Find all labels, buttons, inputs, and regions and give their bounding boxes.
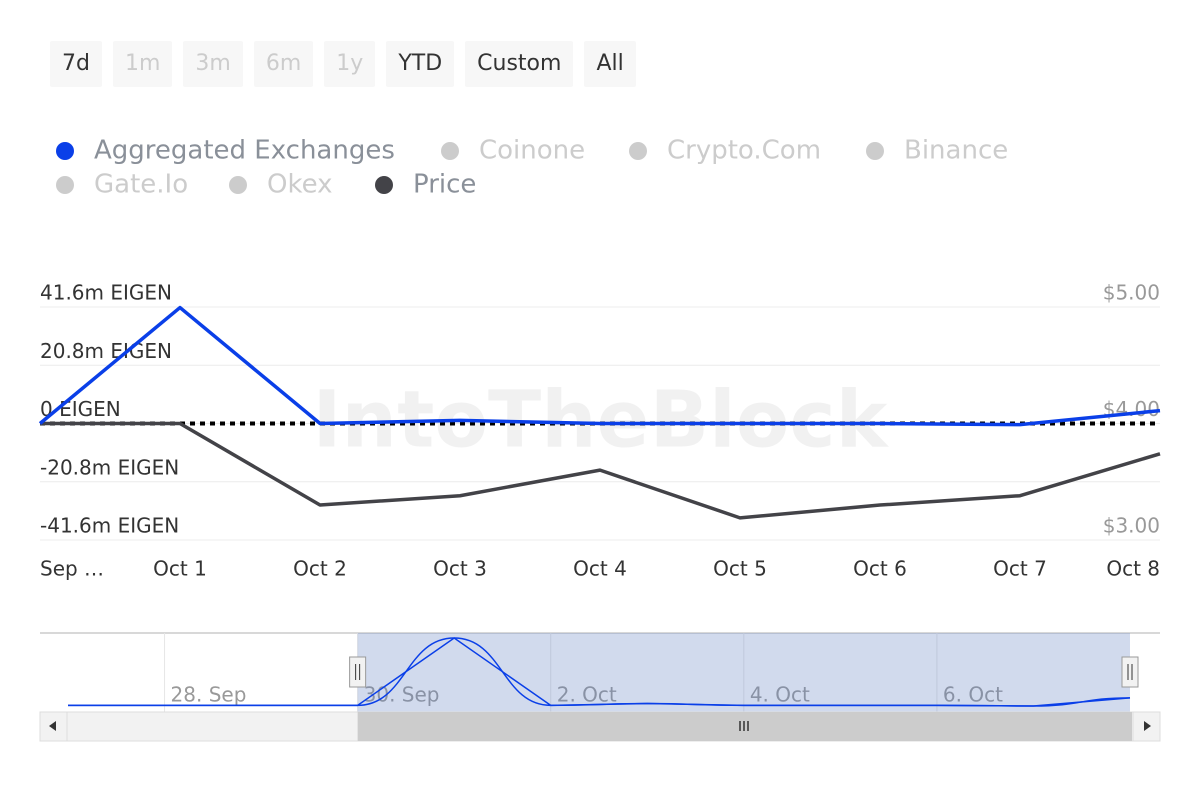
legend-label: Crypto.Com	[667, 136, 821, 166]
range-button[interactable]: All	[584, 41, 636, 87]
legend-item[interactable]: Coinone	[441, 136, 585, 166]
legend-marker	[629, 142, 647, 160]
range-button[interactable]: 7d	[50, 41, 102, 87]
y2-tick-label: $3.00	[1103, 514, 1160, 538]
range-button[interactable]: YTD	[386, 41, 455, 87]
y-tick-label: 20.8m EIGEN	[40, 339, 172, 363]
range-button[interactable]: Custom	[465, 41, 574, 87]
legend-marker	[56, 142, 74, 160]
navigator-label: 28. Sep	[171, 683, 247, 707]
navigator-label: 30. Sep	[364, 683, 440, 707]
legend-marker	[56, 176, 74, 194]
legend-item[interactable]: Crypto.Com	[629, 136, 821, 166]
navigator-smooth-line	[68, 637, 1131, 707]
x-tick-label: Oct 7	[993, 557, 1047, 581]
y2-tick-label: $4.00	[1103, 397, 1160, 421]
range-button: 1y	[324, 41, 376, 87]
legend-marker	[229, 176, 247, 194]
navigator-label: 2. Oct	[557, 683, 617, 707]
navigator-label: 6. Oct	[943, 683, 1003, 707]
legend-marker	[375, 176, 393, 194]
x-tick-label: Oct 6	[853, 557, 907, 581]
legend-label: Aggregated Exchanges	[94, 136, 395, 166]
legend-label: Gate.Io	[94, 170, 188, 200]
legend-label: Price	[413, 170, 476, 200]
legend-item[interactable]: Price	[375, 170, 476, 200]
x-tick-label: Oct 4	[573, 557, 627, 581]
y-tick-label: 0 EIGEN	[40, 397, 121, 421]
legend-item[interactable]: Gate.Io	[56, 170, 188, 200]
x-tick-label: Sep …	[40, 557, 104, 581]
scrollbar-arrow-right[interactable]	[1132, 711, 1161, 742]
x-tick-label: Oct 5	[713, 557, 767, 581]
handle-body	[1121, 656, 1139, 688]
x-tick-label: Oct 3	[433, 557, 487, 581]
legend-label: Okex	[267, 170, 333, 200]
scrollbar-arrow-left[interactable]	[39, 711, 68, 742]
y-tick-label: 41.6m EIGEN	[40, 281, 172, 305]
y-tick-label: -20.8m EIGEN	[40, 455, 179, 479]
x-tick-label: Oct 1	[153, 557, 207, 581]
legend-label: Coinone	[479, 136, 585, 166]
legend-marker	[866, 142, 884, 160]
legend-item[interactable]: Okex	[229, 170, 333, 200]
range-selector: 7d 1m 3m 6m 1y YTD Custom All	[50, 41, 647, 87]
navigator-handle[interactable]	[1121, 656, 1139, 688]
arrow-icon	[1144, 721, 1151, 731]
x-tick-label: Oct 2	[293, 557, 347, 581]
series-line	[38, 305, 1161, 427]
range-button: 3m	[183, 41, 243, 87]
series-line	[40, 421, 1161, 520]
navigator-handle[interactable]	[349, 656, 367, 688]
scrollbar-thumb[interactable]	[357, 712, 1132, 741]
arrow-icon	[49, 721, 56, 731]
legend-label: Binance	[904, 136, 1008, 166]
x-tick-label: Oct 8	[1106, 557, 1160, 581]
y-tick-label: -41.6m EIGEN	[40, 514, 179, 538]
navigator-selection	[357, 633, 1130, 712]
legend-marker	[441, 142, 459, 160]
range-button: 6m	[253, 41, 314, 87]
handle-body	[349, 656, 367, 688]
navigator-label: 4. Oct	[750, 683, 810, 707]
legend-item[interactable]: Aggregated Exchanges	[56, 136, 395, 166]
legend-item[interactable]: Binance	[866, 136, 1008, 166]
y2-tick-label: $5.00	[1103, 281, 1160, 305]
range-button: 1m	[112, 41, 173, 87]
